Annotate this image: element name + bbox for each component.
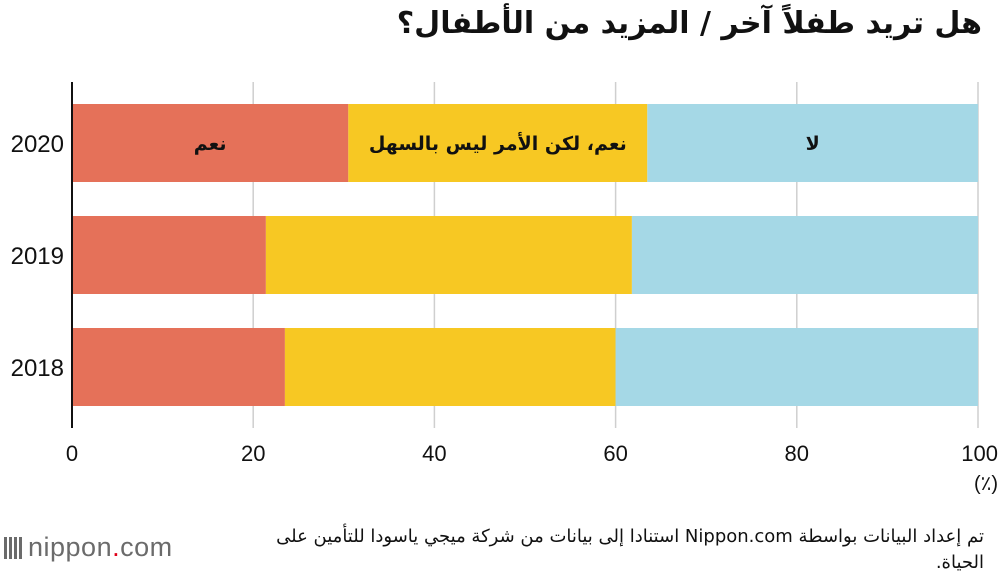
bar-segment: [348, 104, 648, 182]
logo-mark-icon: [4, 536, 22, 559]
category-label: 2019: [11, 243, 64, 270]
bar-segment: [647, 104, 978, 182]
stacked-bar-chart: نعم نعم، لكن الأمر ليس بالسهل لا 202020192…: [11, 82, 998, 495]
bar-segment: [72, 104, 349, 182]
logo-text: nippon: [28, 532, 113, 562]
series-label: نعم: [194, 133, 227, 155]
bar-segment: [631, 216, 978, 294]
category-label: 2018: [11, 355, 64, 382]
bar-segment: [284, 328, 616, 406]
bar-segment: [72, 328, 285, 406]
series-label: نعم، لكن الأمر ليس بالسهل: [369, 132, 627, 155]
series-label: لا: [806, 133, 820, 155]
bars: [72, 104, 978, 406]
chart-title: هل تريد طفلاً آخر / المزيد من الأطفال؟: [396, 6, 983, 41]
logo-text-suffix: com: [120, 532, 173, 562]
x-tick-label: 20: [241, 441, 265, 466]
x-tick-label: 100: [961, 441, 998, 466]
x-axis-unit: (٪): [974, 473, 998, 495]
source-note: تم إعداد البيانات بواسطة Nippon.com استن…: [276, 526, 984, 573]
bar-labels: نعم نعم، لكن الأمر ليس بالسهل لا: [194, 132, 820, 155]
x-tick-label: 60: [603, 441, 627, 466]
logo-dot: .: [112, 532, 121, 562]
x-tick-label: 80: [785, 441, 809, 466]
bar-segment: [72, 216, 266, 294]
nippon-logo: nippon. com: [4, 532, 173, 563]
axes: 2020 2019 2018 0 20 40 60 80 100 (٪): [11, 82, 998, 495]
bar-segment: [265, 216, 632, 294]
category-label: 2020: [11, 131, 64, 158]
bar-segment: [615, 328, 978, 406]
x-tick-label: 40: [422, 441, 446, 466]
x-tick-label: 0: [66, 441, 78, 466]
